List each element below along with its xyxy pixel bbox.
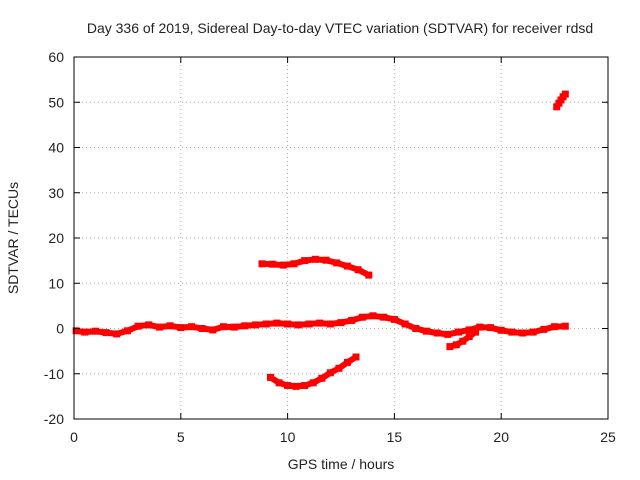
data-point	[465, 326, 473, 334]
data-point	[561, 322, 569, 330]
data-point	[472, 328, 480, 336]
data-point	[369, 312, 377, 320]
y-axis-label: SDTVAR / TECUs	[5, 182, 21, 294]
data-point	[301, 382, 309, 389]
data-point	[354, 266, 362, 274]
data-point	[166, 322, 174, 330]
data-point	[269, 260, 277, 268]
data-point	[540, 325, 548, 333]
data-point	[230, 323, 238, 331]
data-point	[102, 329, 110, 337]
data-point	[352, 353, 360, 361]
data-point	[348, 316, 356, 324]
data-point	[292, 382, 300, 390]
data-point	[262, 320, 270, 328]
data-point	[267, 373, 274, 381]
data-point	[177, 324, 185, 332]
data-point	[459, 337, 467, 345]
data-point	[335, 364, 343, 372]
data-point	[508, 328, 516, 336]
data-point	[72, 327, 80, 335]
y-tick-label: -20	[44, 411, 64, 427]
data-point	[290, 260, 298, 268]
data-point	[318, 374, 326, 382]
grid-lines	[74, 57, 608, 419]
axis-ticks: 0 5 10 15 20 25 -20 -10 0 10 20 30 40 50 60	[44, 49, 616, 445]
data-point	[444, 330, 452, 338]
data-point	[561, 90, 569, 98]
data-point	[123, 327, 131, 335]
data-point	[452, 341, 460, 349]
data-point	[433, 329, 441, 337]
data-point	[284, 320, 292, 328]
data-point	[343, 358, 351, 366]
y-tick-label: 0	[56, 321, 64, 337]
y-tick-label: 40	[48, 140, 64, 156]
data-point	[155, 323, 163, 331]
data-point	[401, 320, 409, 328]
data-point	[284, 382, 292, 389]
data-point	[279, 261, 287, 269]
data-point	[305, 320, 313, 328]
data-point	[81, 328, 89, 336]
data-point	[113, 330, 121, 338]
y-tick-label: 20	[48, 230, 64, 246]
data-point	[497, 326, 505, 334]
chart-title: Day 336 of 2019, Sidereal Day-to-day VTE…	[87, 20, 593, 36]
data-point	[241, 322, 249, 330]
y-tick-label: -10	[44, 366, 64, 382]
data-point	[465, 333, 473, 341]
data-point	[309, 379, 317, 387]
data-point	[252, 321, 260, 329]
data-point	[446, 343, 454, 351]
y-tick-label: 50	[48, 94, 64, 110]
data-point	[390, 315, 398, 323]
data-point	[551, 323, 559, 331]
x-tick-label: 10	[280, 429, 296, 445]
data-point	[188, 323, 195, 331]
data-point	[258, 260, 266, 268]
data-point	[134, 322, 142, 330]
data-point	[326, 320, 334, 328]
data-point	[311, 255, 319, 263]
data-point	[358, 313, 366, 321]
data-point	[337, 319, 345, 327]
data-point	[529, 328, 537, 336]
x-tick-label: 20	[493, 429, 509, 445]
data-point	[365, 271, 373, 279]
data-point	[333, 259, 341, 267]
data-point	[301, 257, 309, 265]
data-point	[487, 324, 494, 332]
data-point	[380, 313, 388, 321]
x-tick-label: 15	[387, 429, 403, 445]
y-tick-label: 10	[48, 275, 64, 291]
data-point	[322, 256, 330, 264]
data-point	[316, 319, 324, 327]
x-tick-label: 0	[70, 429, 78, 445]
data-point	[209, 326, 217, 334]
data-point	[422, 327, 430, 335]
data-point	[145, 321, 153, 329]
x-tick-label: 25	[600, 429, 616, 445]
x-axis-label: GPS time / hours	[288, 456, 395, 472]
data-point	[455, 328, 462, 336]
data-point	[91, 327, 99, 335]
x-tick-label: 5	[177, 429, 185, 445]
y-tick-label: 60	[48, 49, 64, 65]
data-point	[275, 379, 283, 387]
data-point	[198, 325, 206, 332]
data-point	[273, 319, 281, 327]
data-series	[72, 90, 569, 390]
data-point	[476, 323, 484, 331]
y-tick-label: 30	[48, 185, 64, 201]
data-point	[343, 262, 351, 270]
data-point	[412, 325, 420, 332]
data-point	[326, 369, 334, 377]
data-point	[294, 321, 302, 329]
data-point	[519, 329, 527, 337]
data-point	[553, 103, 561, 111]
data-point	[220, 323, 227, 331]
